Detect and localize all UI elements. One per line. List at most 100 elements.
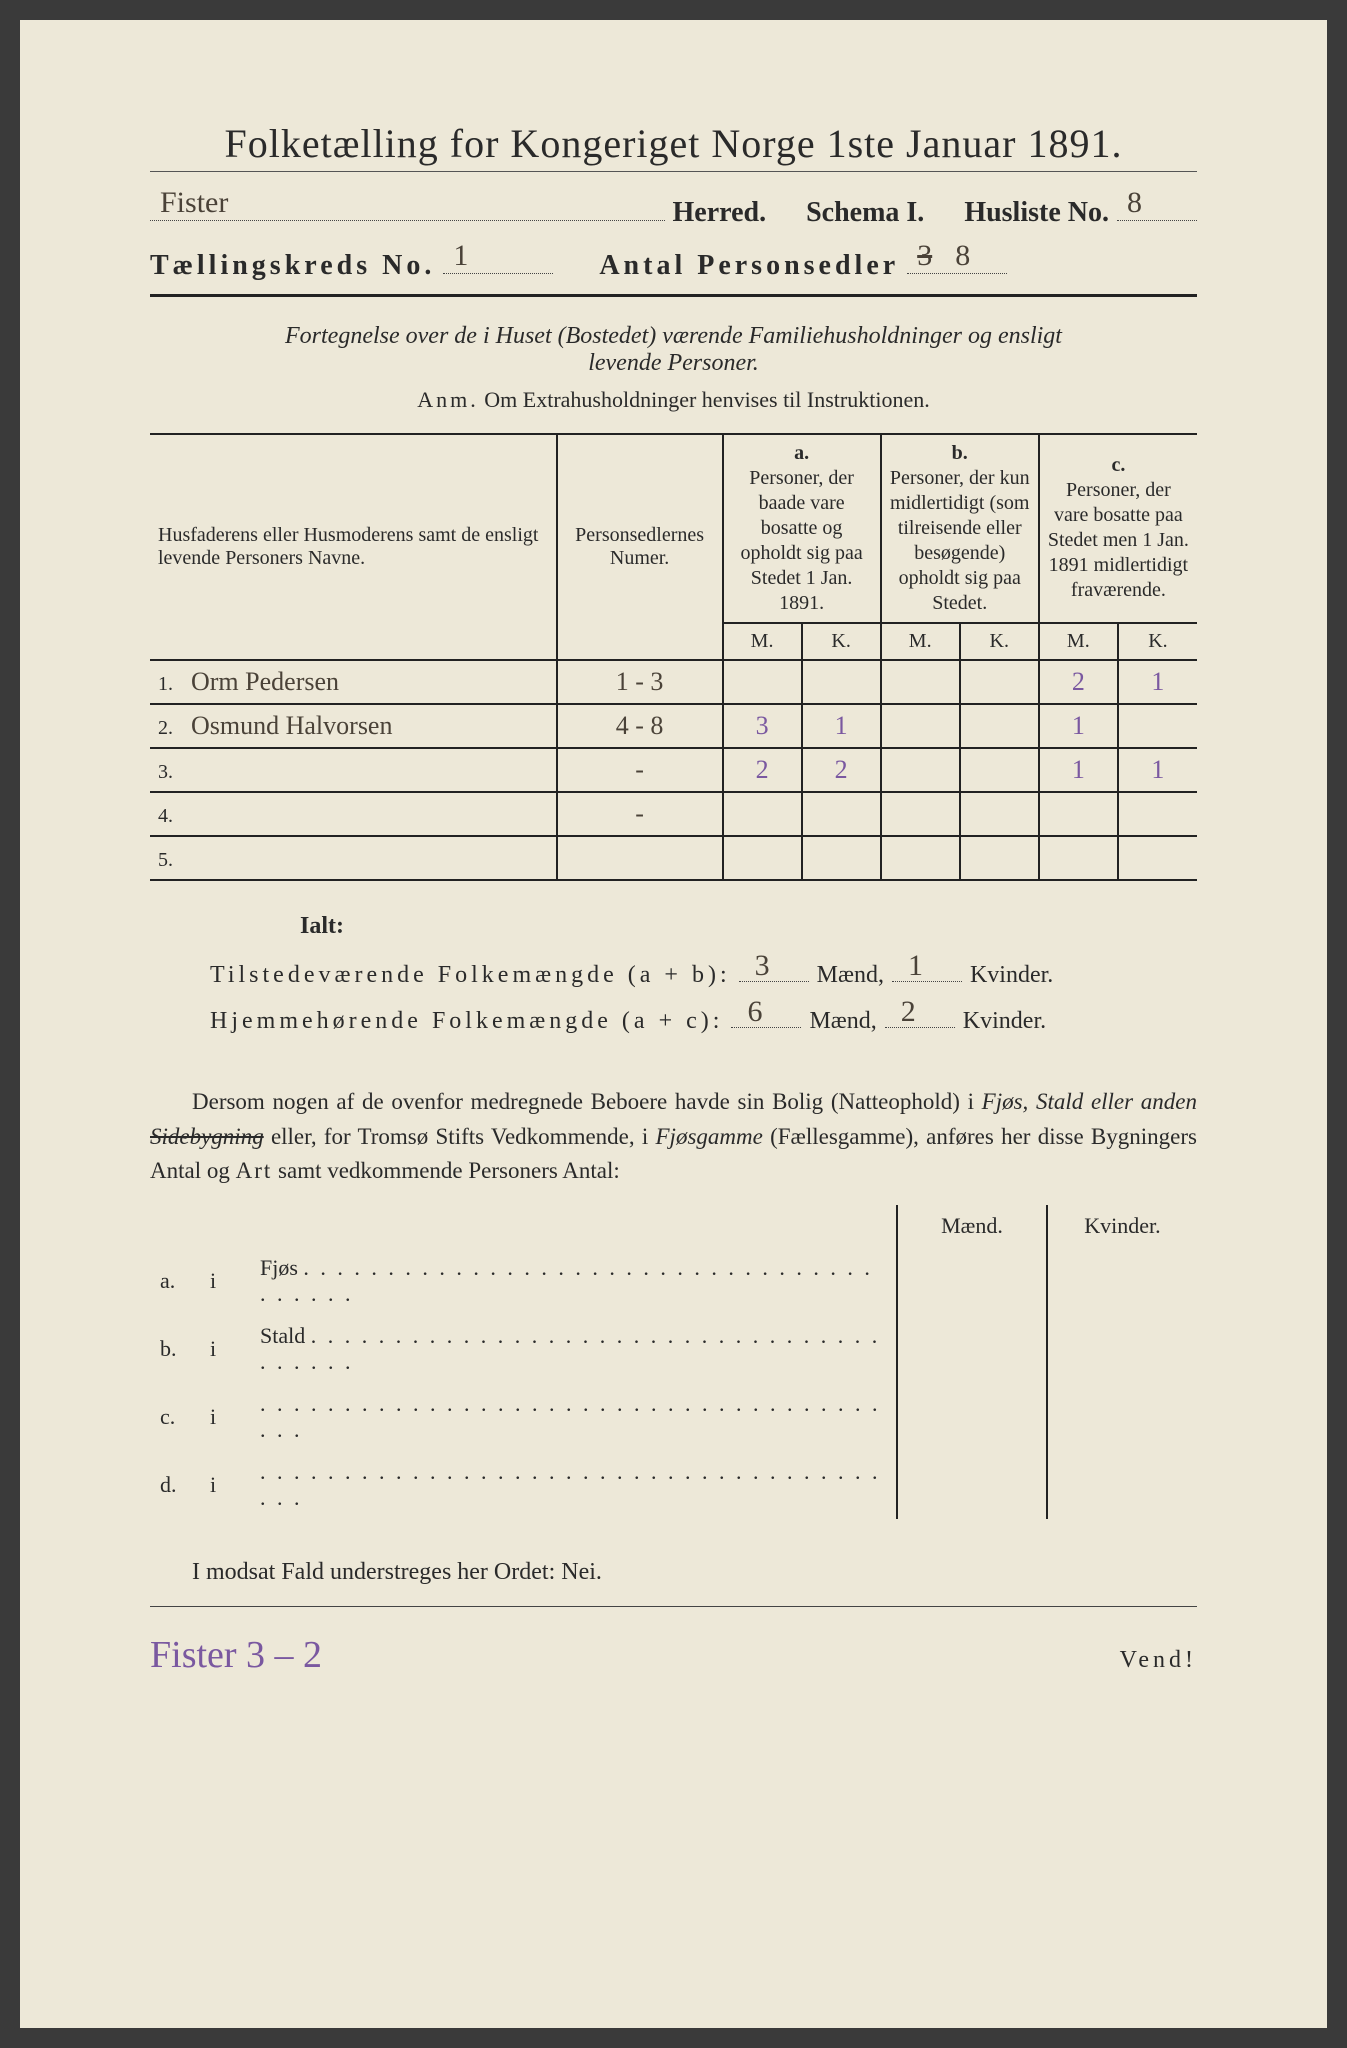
- kvinder-label: Kvinder.: [970, 962, 1053, 989]
- table-row: 2. Osmund Halvorsen4 - 8311: [150, 704, 1197, 748]
- hdr-a-m: M.: [723, 623, 802, 660]
- instructions: Fortegnelse over de i Huset (Bostedet) v…: [150, 323, 1197, 377]
- sub-row-m: [897, 1247, 1047, 1315]
- row-b-k: [960, 748, 1039, 792]
- t2-k-hw: 2: [901, 995, 916, 1029]
- t1-m-field: 3: [739, 954, 809, 983]
- row-a-m: 3: [723, 704, 802, 748]
- page-title: Folketælling for Kongeriget Norge 1ste J…: [150, 120, 1197, 172]
- row-b-m: [881, 660, 960, 704]
- hdr-a-k: K.: [802, 623, 881, 660]
- sub-row-text: Stald . . . . . . . . . . . . . . . . . …: [250, 1315, 897, 1383]
- sub-row-k: [1047, 1247, 1197, 1315]
- row-number: 2.: [158, 717, 186, 740]
- sub-table-row: b.iStald . . . . . . . . . . . . . . . .…: [150, 1315, 1197, 1383]
- row-num-cell: -: [557, 792, 723, 836]
- husliste-field: 8: [1117, 190, 1197, 221]
- sub-row-letter: c.: [150, 1383, 200, 1451]
- hdr-c-k: K.: [1118, 623, 1197, 660]
- side-building-para: Dersom nogen af de ovenfor medregnede Be…: [150, 1085, 1197, 1189]
- sub-row-k: [1047, 1315, 1197, 1383]
- sub-row-m: [897, 1451, 1047, 1519]
- sub-row-m: [897, 1315, 1047, 1383]
- row-c-m: 1: [1039, 704, 1118, 748]
- row-num-cell: [557, 836, 723, 880]
- hdr-num: Personsedlernes Numer.: [557, 434, 723, 660]
- sub-row-i: i: [200, 1451, 250, 1519]
- footer: Fister 3 – 2 Vend!: [150, 1633, 1197, 1677]
- anm-line: Anm. Om Extrahusholdninger henvises til …: [150, 387, 1197, 413]
- sub-row-text: Fjøs . . . . . . . . . . . . . . . . . .…: [250, 1247, 897, 1315]
- sub-row-k: [1047, 1383, 1197, 1451]
- row-number: 4.: [158, 805, 186, 828]
- antal-struck-hw: 3: [917, 239, 932, 273]
- t2-label: Hjemmehørende Folkemængde (a + c):: [210, 1008, 723, 1035]
- row-b-m: [881, 704, 960, 748]
- hdr-c: c. Personer, der vare bosatte paa Stedet…: [1039, 434, 1197, 623]
- row-name-cell: 1. Orm Pedersen: [150, 660, 557, 704]
- sub-table-row: c.i . . . . . . . . . . . . . . . . . . …: [150, 1383, 1197, 1451]
- kvinder-label-2: Kvinder.: [963, 1008, 1046, 1035]
- row-b-m: [881, 792, 960, 836]
- sub-row-i: i: [200, 1315, 250, 1383]
- row-c-k: [1118, 836, 1197, 880]
- row-b-k: [960, 792, 1039, 836]
- row-a-m: [723, 836, 802, 880]
- row-name-cell: 3.: [150, 748, 557, 792]
- sub-row-letter: a.: [150, 1247, 200, 1315]
- sub-table-row: a.iFjøs . . . . . . . . . . . . . . . . …: [150, 1247, 1197, 1315]
- row-b-k: [960, 836, 1039, 880]
- table-row: 1. Orm Pedersen1 - 321: [150, 660, 1197, 704]
- t2-m-hw: 6: [747, 995, 762, 1029]
- row-c-k: 1: [1118, 748, 1197, 792]
- row-c-k: [1118, 792, 1197, 836]
- sub-table-row: d.i . . . . . . . . . . . . . . . . . . …: [150, 1451, 1197, 1519]
- t1-m-hw: 3: [755, 949, 770, 983]
- main-table: Husfaderens eller Husmoderens samt de en…: [150, 433, 1197, 881]
- hdr-name: Husfaderens eller Husmoderens samt de en…: [150, 434, 557, 660]
- header-line-2: Fister Herred. Schema I. Husliste No. 8: [150, 190, 1197, 229]
- anm-label: Anm.: [417, 387, 479, 412]
- row-a-k: 1: [802, 704, 881, 748]
- total-row-resident: Hjemmehørende Folkemængde (a + c): 6 Mæn…: [210, 999, 1197, 1035]
- total-row-present: Tilstedeværende Folkemængde (a + b): 3 M…: [210, 954, 1197, 990]
- nei-line: I modsat Fald understreges her Ordet: Ne…: [150, 1559, 1197, 1607]
- sub-table: Mænd. Kvinder. a.iFjøs . . . . . . . . .…: [150, 1205, 1197, 1519]
- row-b-m: [881, 748, 960, 792]
- sub-row-i: i: [200, 1383, 250, 1451]
- footer-handwritten: Fister 3 – 2: [150, 1633, 322, 1677]
- row-c-k: 1: [1118, 660, 1197, 704]
- row-a-m: [723, 660, 802, 704]
- kreds-label: Tællingskreds No.: [150, 250, 435, 282]
- instr-line-2: levende Personer.: [588, 350, 759, 376]
- t1-k-field: 1: [892, 954, 962, 983]
- sub-row-letter: d.: [150, 1451, 200, 1519]
- ialt-label: Ialt:: [300, 913, 1197, 940]
- antal-handwritten: 8: [955, 239, 970, 273]
- header-line-3: Tællingskreds No. 1 Antal Personsedler 3…: [150, 243, 1197, 297]
- row-b-m: [881, 836, 960, 880]
- row-b-k: [960, 704, 1039, 748]
- hdr-c-m: M.: [1039, 623, 1118, 660]
- sub-hdr-kvinder: Kvinder.: [1047, 1205, 1197, 1247]
- row-c-m: 2: [1039, 660, 1118, 704]
- table-row: 5.: [150, 836, 1197, 880]
- table-row: 3. -2211: [150, 748, 1197, 792]
- husliste-handwritten: 8: [1127, 186, 1142, 220]
- row-number: 3.: [158, 761, 186, 784]
- schema-label: Schema I.: [806, 197, 924, 229]
- sub-row-text: . . . . . . . . . . . . . . . . . . . . …: [250, 1451, 897, 1519]
- row-a-k: 2: [802, 748, 881, 792]
- row-a-m: 2: [723, 748, 802, 792]
- sub-row-letter: b.: [150, 1315, 200, 1383]
- antal-field: 3 8: [907, 243, 1007, 274]
- herred-handwritten: Fister: [160, 186, 228, 220]
- t1-label: Tilstedeværende Folkemængde (a + b):: [210, 962, 731, 989]
- t2-k-field: 2: [885, 999, 955, 1028]
- census-form-page: Folketælling for Kongeriget Norge 1ste J…: [20, 20, 1327, 2028]
- hdr-b-k: K.: [960, 623, 1039, 660]
- row-name-cell: 2. Osmund Halvorsen: [150, 704, 557, 748]
- row-name-cell: 4.: [150, 792, 557, 836]
- row-c-m: [1039, 836, 1118, 880]
- herred-field: Fister: [150, 190, 665, 221]
